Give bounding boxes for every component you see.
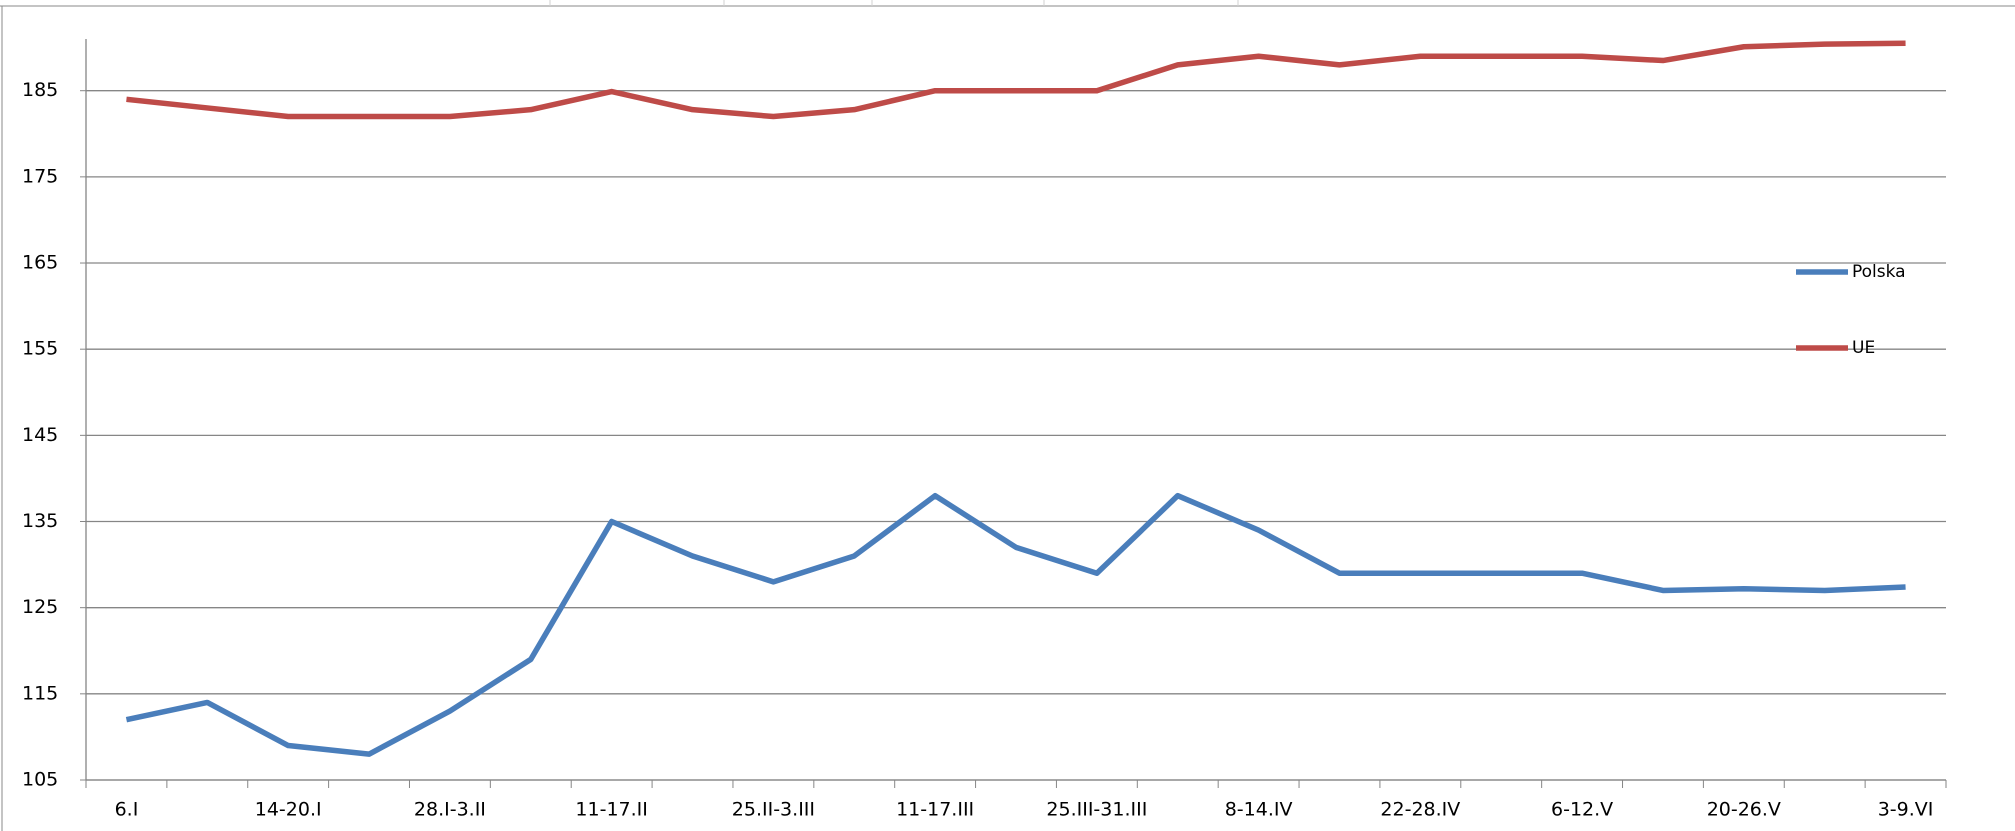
- x-tick-label: 6-12.V: [1551, 799, 1613, 821]
- x-tick-label: 28.I-3.II: [414, 799, 486, 821]
- y-tick-label: 155: [22, 338, 58, 360]
- y-tick-label: 125: [22, 596, 58, 618]
- series-line: [125, 492, 1906, 757]
- legend-label: Polska: [1852, 262, 1906, 282]
- y-tick-label: 185: [22, 79, 58, 101]
- y-tick-label: 145: [22, 424, 58, 446]
- y-tick-label: 115: [22, 682, 58, 704]
- series-line: [126, 40, 1906, 120]
- legend-label: UE: [1852, 338, 1875, 358]
- x-tick-label: 25.III-31.III: [1046, 799, 1147, 821]
- x-tick-label: 6.I: [115, 799, 139, 821]
- x-tick-label: 8-14.IV: [1225, 799, 1293, 821]
- x-tick-label: 3-9.VI: [1878, 799, 1934, 821]
- y-tick-label: 105: [22, 769, 58, 791]
- x-tick-label: 20-26.V: [1707, 799, 1781, 821]
- y-tick-label: 135: [22, 510, 58, 532]
- y-tick-label: 175: [22, 165, 58, 187]
- y-tick-label: 165: [22, 252, 58, 274]
- x-tick-label: 11-17.II: [575, 799, 647, 821]
- x-tick-label: 22-28.IV: [1380, 799, 1460, 821]
- x-tick-label: 14-20.I: [255, 799, 322, 821]
- x-tick-label: 25.II-3.III: [732, 799, 815, 821]
- x-tick-label: 11-17.III: [896, 799, 974, 821]
